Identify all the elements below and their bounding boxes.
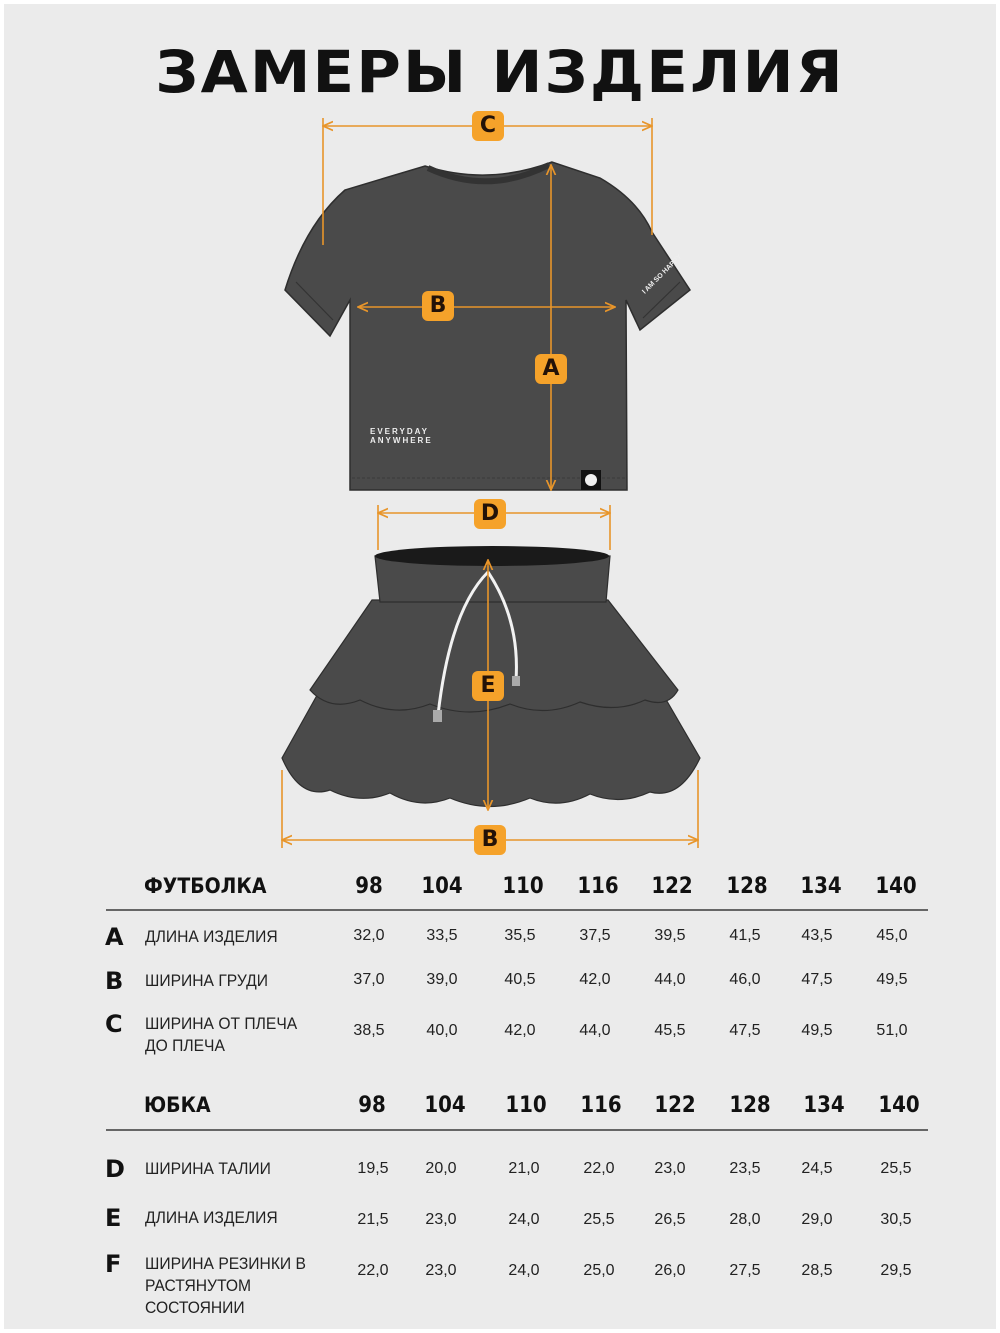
size-header: 134 (800, 874, 842, 899)
table-cell: 22,0 (357, 1262, 389, 1279)
table-cell: 39,5 (654, 927, 686, 944)
table-cell: 41,5 (729, 927, 761, 944)
page-title: ЗАМЕРЫ ИЗДЕЛИЯ (155, 38, 845, 106)
table-heading: ФУТБОЛКА (144, 874, 267, 898)
label-b-badge: B (422, 291, 454, 321)
size-header: 128 (726, 874, 768, 899)
table-cell: 26,5 (654, 1211, 686, 1228)
size-header: 104 (424, 1093, 466, 1118)
size-header: 140 (878, 1093, 920, 1118)
table-cell: 28,0 (729, 1211, 761, 1228)
table-cell: 47,5 (801, 971, 833, 988)
table-cell: 42,0 (579, 971, 611, 988)
table-cell: 45,0 (876, 927, 908, 944)
label-e-badge: E (472, 671, 504, 701)
print-line: ANYWHERE (370, 436, 433, 445)
row-letter: E (105, 1204, 122, 1232)
size-header: 116 (580, 1093, 622, 1118)
table-cell: 37,5 (579, 927, 611, 944)
label-c-badge: C (472, 111, 504, 141)
table-cell: 47,5 (729, 1022, 761, 1039)
table-cell: 42,0 (504, 1022, 536, 1039)
row-letter: B (105, 967, 124, 995)
size-header: 140 (875, 874, 917, 899)
table-cell: 21,0 (508, 1160, 540, 1177)
table-cell: 44,0 (579, 1022, 611, 1039)
table-cell: 39,0 (426, 971, 458, 988)
table-cell: 23,0 (654, 1160, 686, 1177)
tshirt-drawing (284, 161, 692, 491)
size-header: 110 (502, 874, 544, 899)
table-cell: 23,0 (425, 1211, 457, 1228)
table-cell: 49,5 (801, 1022, 833, 1039)
table-cell: 29,5 (880, 1262, 912, 1279)
tshirt-print: EVERYDAY ANYWHERE (370, 427, 433, 445)
table-divider (106, 1129, 928, 1131)
table-cell: 30,5 (880, 1211, 912, 1228)
table-cell: 24,5 (801, 1160, 833, 1177)
table-cell: 28,5 (801, 1262, 833, 1279)
table-cell: 20,0 (425, 1160, 457, 1177)
table-cell: 51,0 (876, 1022, 908, 1039)
label-d-badge: D (474, 499, 506, 529)
row-letter: F (105, 1250, 122, 1278)
table-cell: 27,5 (729, 1262, 761, 1279)
row-label: ШИРИНА ГРУДИ (145, 971, 268, 990)
size-header: 134 (803, 1093, 845, 1118)
row-letter: C (105, 1010, 123, 1038)
label-a-badge: A (535, 354, 567, 384)
table-cell: 46,0 (729, 971, 761, 988)
table-cell: 19,5 (357, 1160, 389, 1177)
size-header: 122 (654, 1093, 696, 1118)
table-cell: 25,5 (880, 1160, 912, 1177)
table-cell: 35,5 (504, 927, 536, 944)
size-header: 98 (355, 874, 383, 899)
table-cell: 44,0 (654, 971, 686, 988)
table-cell: 25,0 (583, 1262, 615, 1279)
table-cell: 37,0 (353, 971, 385, 988)
size-header: 122 (651, 874, 693, 899)
size-header: 116 (577, 874, 619, 899)
label-b-skirt-badge: B (474, 825, 506, 855)
table-divider (106, 909, 928, 911)
table-cell: 29,0 (801, 1211, 833, 1228)
table-heading: ЮБКА (144, 1093, 211, 1117)
row-label: ДЛИНА ИЗДЕЛИЯ (145, 927, 278, 946)
row-label: ШИРИНА ТАЛИИ (145, 1159, 271, 1178)
table-cell: 32,0 (353, 927, 385, 944)
table-cell: 23,0 (425, 1262, 457, 1279)
table-cell: 21,5 (357, 1211, 389, 1228)
size-header: 110 (505, 1093, 547, 1118)
size-header: 128 (729, 1093, 771, 1118)
table-cell: 38,5 (353, 1022, 385, 1039)
table-cell: 24,0 (508, 1211, 540, 1228)
table-cell: 45,5 (654, 1022, 686, 1039)
table-cell: 25,5 (583, 1211, 615, 1228)
table-cell: 40,0 (426, 1022, 458, 1039)
table-cell: 24,0 (508, 1262, 540, 1279)
table-cell: 40,5 (504, 971, 536, 988)
table-cell: 43,5 (801, 927, 833, 944)
row-label: ШИРИНА ОТ ПЛЕЧА ДО ПЛЕЧА (145, 1014, 298, 1055)
row-letter: A (105, 923, 124, 951)
size-header: 98 (358, 1093, 386, 1118)
row-label: ДЛИНА ИЗДЕЛИЯ (145, 1208, 278, 1227)
table-cell: 49,5 (876, 971, 908, 988)
table-cell: 33,5 (426, 927, 458, 944)
table-cell: 22,0 (583, 1160, 615, 1177)
row-label: ШИРИНА РЕЗИНКИ В РАСТЯНУТОМ СОСТОЯНИИ (145, 1254, 306, 1317)
table-cell: 23,5 (729, 1160, 761, 1177)
size-header: 104 (421, 874, 463, 899)
print-line: EVERYDAY (370, 427, 429, 436)
row-letter: D (105, 1155, 125, 1183)
table-cell: 26,0 (654, 1262, 686, 1279)
